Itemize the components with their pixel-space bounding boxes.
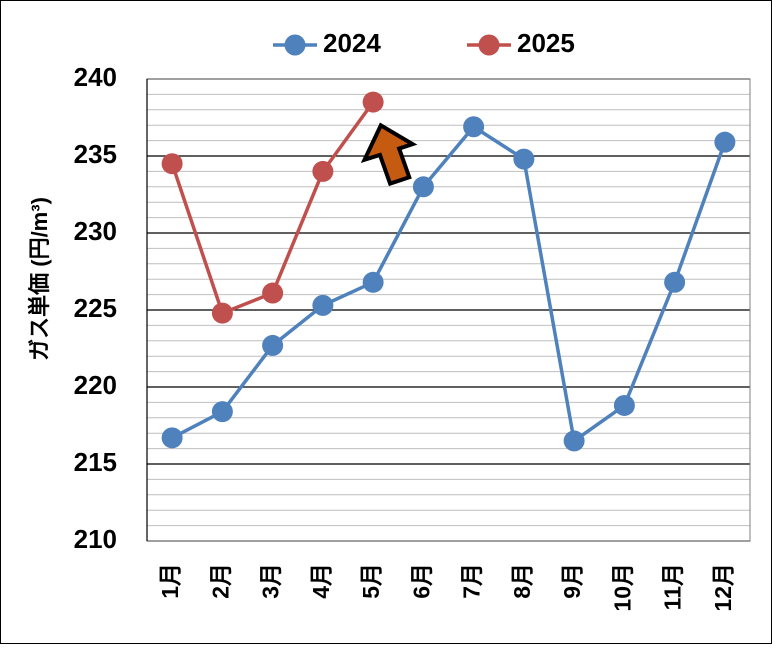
data-point-2024 [463,116,485,138]
x-tick-label: 12月 [710,563,736,612]
data-point-2024 [161,427,183,449]
y-tick-label: 230 [74,216,117,246]
y-tick-label: 215 [74,447,117,477]
data-point-2024 [211,401,233,423]
y-tick-label: 210 [74,524,117,554]
data-point-2025 [211,302,233,324]
data-point-2025 [161,153,183,175]
legend-marker-2024 [284,34,306,56]
data-point-2024 [362,271,384,293]
x-axis-tick-labels: 1月 2月 3月 4月 5月 6月 7月 8月 9月 10月 11月 12月 [157,563,736,612]
x-tick-label: 8月 [509,563,535,599]
data-point-2024 [613,394,635,416]
x-tick-label: 7月 [459,563,485,599]
y-tick-label: 235 [74,139,117,169]
data-point-2024 [664,271,686,293]
y-axis-label: ガス単価 (円/m³) [27,197,52,361]
legend-label-2025: 2025 [517,28,575,58]
x-tick-label: 11月 [660,563,686,610]
data-point-2025 [312,160,334,182]
legend: 2024 2025 [273,28,575,58]
data-point-2024 [563,430,585,452]
up-arrow-icon [360,122,418,187]
series-points [161,91,736,452]
legend-label-2024: 2024 [323,28,381,58]
x-tick-label: 4月 [308,563,334,599]
data-point-2024 [262,334,284,356]
data-point-2024 [312,294,334,316]
x-tick-label: 3月 [258,563,284,599]
data-point-2024 [412,176,434,198]
data-point-2025 [362,91,384,113]
x-tick-label: 2月 [207,563,233,599]
y-tick-label: 225 [74,293,117,323]
y-tick-label: 240 [74,62,117,92]
x-tick-label: 9月 [559,563,585,599]
y-axis-tick-labels: 210 215 220 225 230 235 240 [74,62,117,554]
x-tick-label: 6月 [408,563,434,599]
annotation-layer [360,122,418,187]
data-point-2025 [262,282,284,304]
data-point-2024 [714,131,736,153]
x-tick-label: 5月 [358,563,384,599]
data-point-2024 [513,148,535,170]
series-line-2024 [171,124,727,443]
legend-marker-2025 [478,34,500,56]
x-tick-label: 1月 [157,563,183,599]
x-tick-label: 10月 [609,563,635,612]
y-tick-label: 220 [74,370,117,400]
